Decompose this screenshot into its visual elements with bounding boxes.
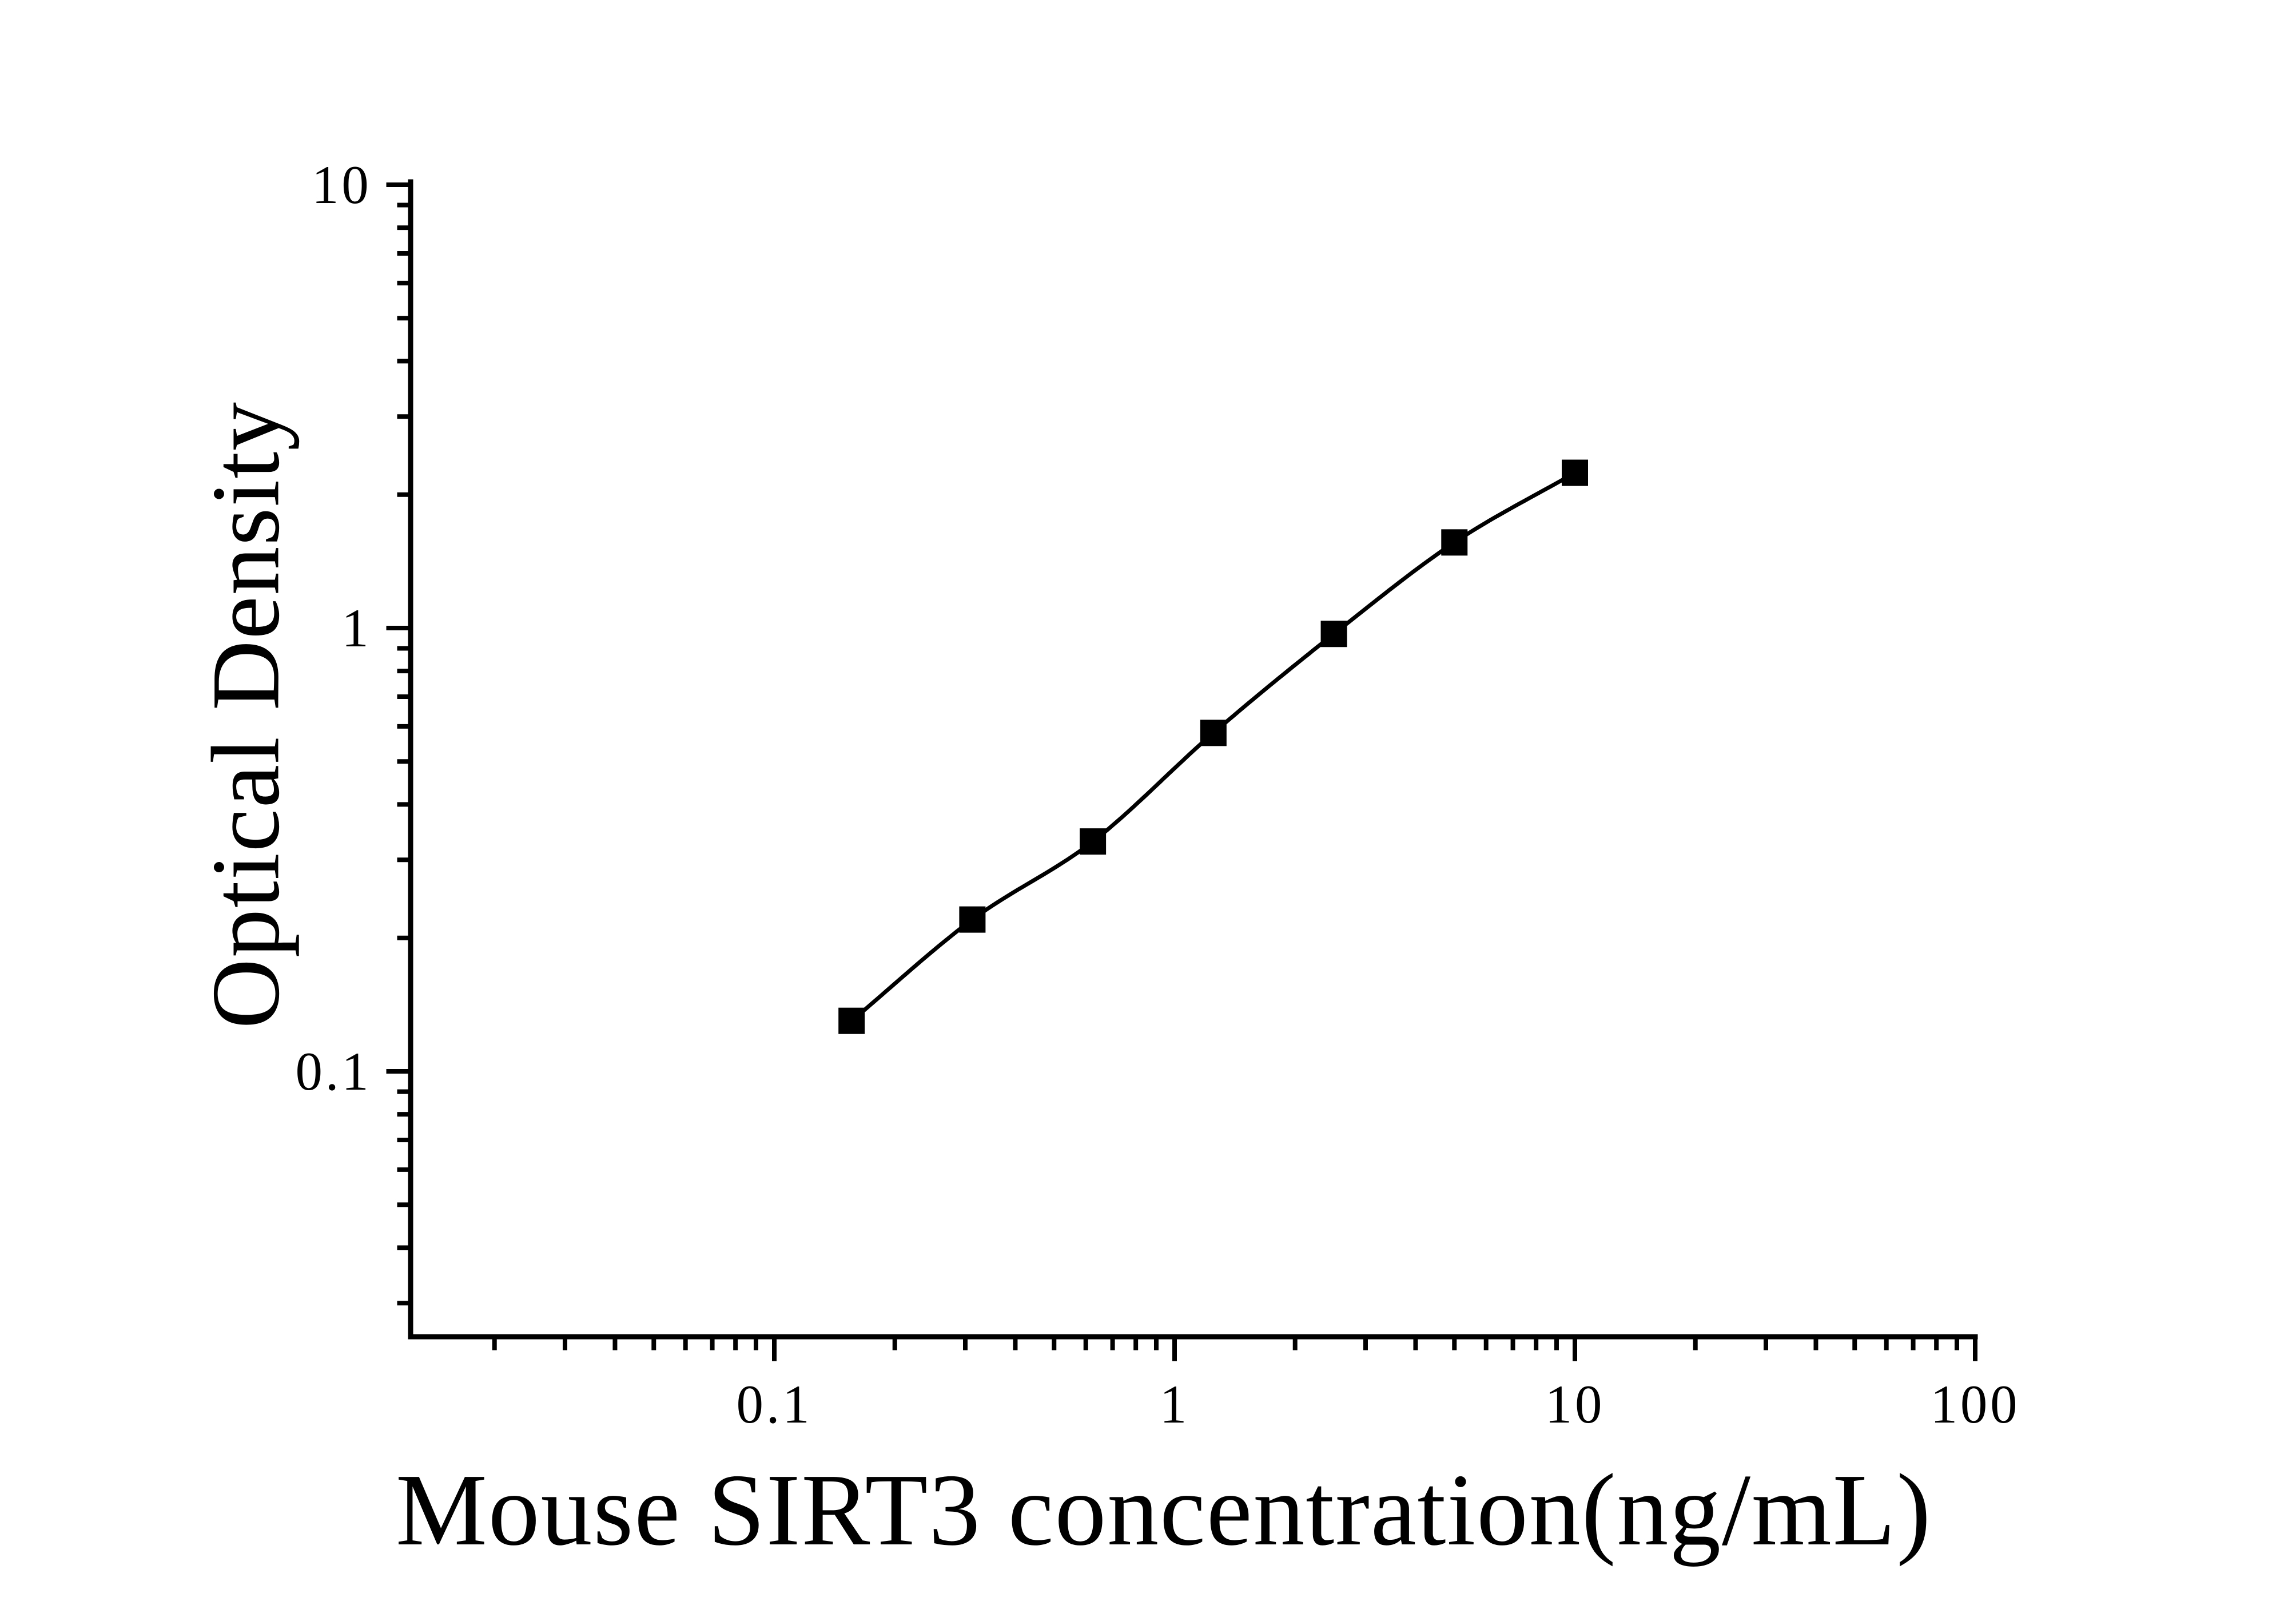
axis-spines: [408, 179, 1978, 1340]
data-point-marker: [1080, 828, 1107, 855]
y-axis-title: Optical Density: [192, 401, 300, 1029]
data-point-marker: [1562, 459, 1588, 486]
y-tick-label: 10: [312, 154, 372, 215]
x-tick-label: 100: [1930, 1374, 2020, 1435]
y-tick-label: 1: [341, 598, 372, 658]
x-axis-title: Mouse SIRT3 concentration(ng/mL): [395, 1453, 1932, 1567]
data-point-marker: [1200, 720, 1227, 746]
x-tick-label: 1: [1159, 1374, 1190, 1435]
y-tick-label: 0.1: [295, 1041, 372, 1102]
data-point-marker: [959, 906, 986, 933]
data-point-marker: [1441, 529, 1468, 556]
x-tick-label: 0.1: [736, 1374, 813, 1435]
data-point-marker: [1320, 621, 1347, 647]
data-point-markers: [838, 459, 1588, 1034]
y-axis-ticks: [386, 182, 411, 1306]
x-axis-ticks: [492, 1337, 1977, 1361]
x-tick-label: 10: [1545, 1374, 1605, 1435]
data-point-marker: [838, 1007, 865, 1034]
